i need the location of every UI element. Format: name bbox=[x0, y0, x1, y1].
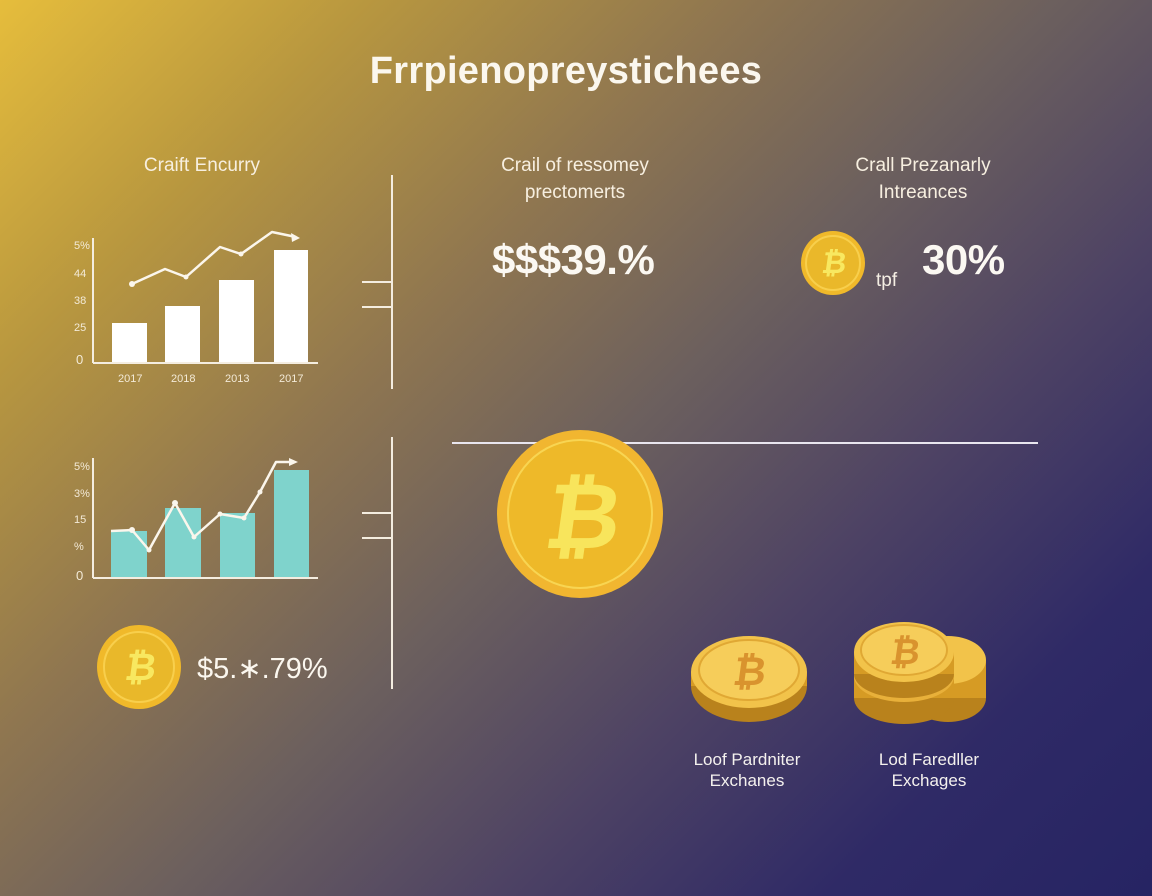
left-stat-value: $5.∗.79% bbox=[197, 653, 328, 685]
exchange-1-line1: Loof Pardniter bbox=[693, 750, 801, 769]
x-tick: 2013 bbox=[225, 373, 250, 385]
svg-text:₿: ₿ bbox=[820, 246, 849, 281]
y-tick: 3% bbox=[74, 488, 90, 500]
svg-text:₿: ₿ bbox=[122, 646, 159, 690]
page-title: Frrpienopreystichees bbox=[369, 50, 763, 92]
y-tick: 44 bbox=[74, 268, 87, 280]
right-title-line1: Crall Prezanarly bbox=[855, 155, 991, 176]
y-tick: 38 bbox=[74, 295, 87, 307]
big-bitcoin-icon: ₿ bbox=[496, 430, 664, 598]
svg-text:₿: ₿ bbox=[888, 630, 923, 673]
y-tick: 15 bbox=[74, 514, 87, 526]
y-tick: 0 bbox=[76, 352, 84, 367]
middle-stat-value: $$$39.% bbox=[492, 236, 655, 283]
x-tick: 2017 bbox=[279, 373, 304, 385]
vertical-divider-top bbox=[391, 175, 393, 389]
vertical-divider-bottom bbox=[391, 437, 393, 689]
y-tick: % bbox=[74, 541, 84, 553]
bitcoin-coin-icon: ₿ bbox=[688, 636, 810, 726]
exchange-caption-2: Lod Faredller Exchages bbox=[842, 749, 1016, 791]
x-tick: 2018 bbox=[171, 373, 196, 385]
divider-tick bbox=[362, 537, 392, 539]
exchange-2-line2: Exchages bbox=[891, 771, 967, 790]
divider-tick bbox=[362, 306, 392, 308]
y-tick: 25 bbox=[74, 322, 87, 334]
svg-text:₿: ₿ bbox=[730, 649, 769, 695]
exchange-1-line2: Exchanes bbox=[709, 771, 785, 790]
horizontal-divider bbox=[452, 442, 1038, 444]
middle-section-title: Crail of ressomey prectomerts bbox=[460, 152, 690, 206]
chart-teal-bars: 5% 3% 15 % 0 bbox=[60, 455, 330, 585]
divider-tick bbox=[362, 512, 392, 514]
y-tick: 5% bbox=[74, 461, 90, 473]
chart-craift-encurry: 5% 44 38 25 0 2017 2018 2013 2017 bbox=[60, 230, 330, 390]
bitcoin-coin-stack-icon: ₿ bbox=[852, 620, 988, 728]
right-section-title: Crall Prezanarly Intreances bbox=[808, 152, 1038, 206]
svg-text:₿: ₿ bbox=[539, 462, 629, 569]
right-title-line2: Intreances bbox=[878, 182, 968, 203]
right-stat-value: 30% bbox=[922, 236, 1005, 283]
right-stat-prefix: tpf bbox=[876, 270, 898, 291]
x-tick: 2017 bbox=[118, 373, 143, 385]
exchange-2-line1: Lod Faredller bbox=[878, 750, 980, 769]
y-tick: 5% bbox=[74, 240, 90, 252]
bar-line-chart-1 bbox=[92, 230, 318, 364]
bitcoin-icon: ₿ bbox=[800, 230, 866, 296]
middle-title-line1: Crail of ressomey bbox=[501, 155, 649, 176]
bar-line-chart-2 bbox=[92, 458, 318, 579]
bitcoin-icon: ₿ bbox=[96, 624, 182, 710]
divider-tick bbox=[362, 281, 392, 283]
left-section-title: Craift Encurry bbox=[143, 155, 261, 176]
exchange-caption-1: Loof Pardniter Exchanes bbox=[660, 749, 834, 791]
y-tick: 0 bbox=[76, 568, 84, 583]
middle-title-line2: prectomerts bbox=[524, 182, 626, 203]
